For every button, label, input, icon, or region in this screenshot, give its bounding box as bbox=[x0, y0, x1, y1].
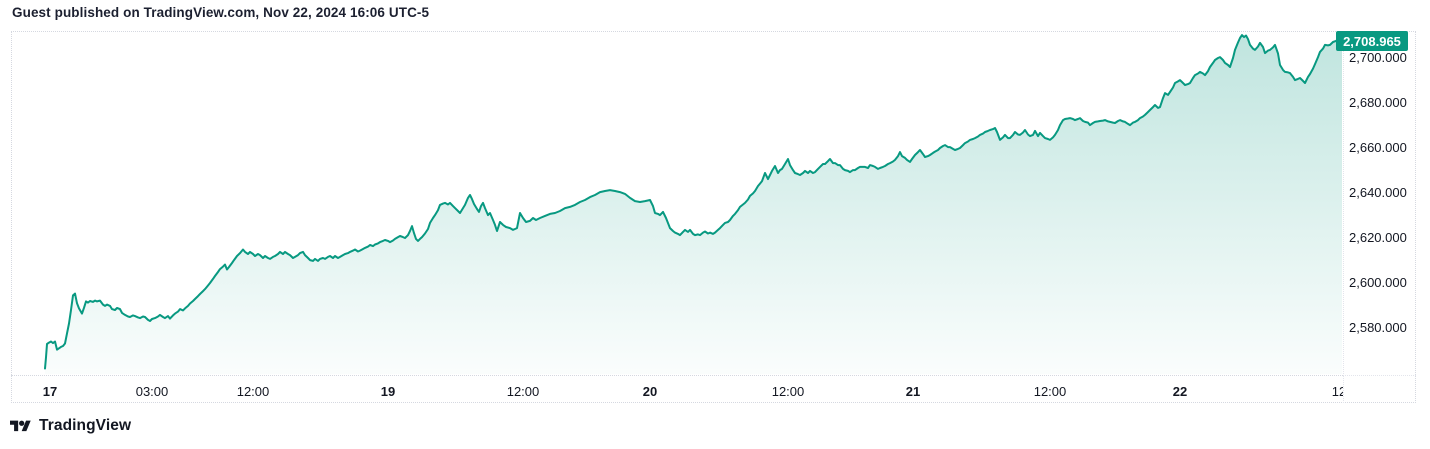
price-axis-label: 2,600.000 bbox=[1349, 275, 1407, 290]
price-axis-label: 2,680.000 bbox=[1349, 95, 1407, 110]
price-axis-label: 2,700.000 bbox=[1349, 50, 1407, 65]
price-axis-label: 2,660.000 bbox=[1349, 140, 1407, 155]
price-axis-label: 2,580.000 bbox=[1349, 320, 1407, 335]
plot-area[interactable] bbox=[11, 31, 1343, 374]
last-price-badge: 2,708.965 bbox=[1336, 31, 1408, 51]
time-axis-label: 19 bbox=[380, 384, 396, 399]
price-axis-label: 2,640.000 bbox=[1349, 185, 1407, 200]
time-axis-label: 20 bbox=[642, 384, 658, 399]
time-axis[interactable]: 17 03:00 12:00 19 12:00 20 12:00 21 12:00 22 12:00 bbox=[11, 375, 1343, 403]
time-axis-label: 12:00 bbox=[1033, 384, 1067, 399]
time-axis-label: 17 bbox=[42, 384, 58, 399]
time-axis-label: 12:00 bbox=[506, 384, 540, 399]
time-axis-corner bbox=[1343, 375, 1416, 403]
time-axis-label: 22 bbox=[1172, 384, 1188, 399]
time-axis-label: 12:00 bbox=[1331, 384, 1343, 399]
time-axis-label: 12:00 bbox=[236, 384, 270, 399]
time-axis-label: 12:00 bbox=[771, 384, 805, 399]
tradingview-logo-icon bbox=[10, 420, 31, 431]
time-axis-label: 21 bbox=[905, 384, 921, 399]
footer-brand-link[interactable]: TradingView bbox=[10, 417, 131, 435]
price-axis[interactable]: 2,700.000 2,680.000 2,660.000 2,640.000 2,62… bbox=[1343, 31, 1416, 374]
publish-attribution: Guest published on TradingView.com, Nov … bbox=[12, 5, 430, 20]
brand-name: TradingView bbox=[39, 417, 132, 434]
price-axis-label: 2,620.000 bbox=[1349, 230, 1407, 245]
time-axis-label: 03:00 bbox=[135, 384, 169, 399]
